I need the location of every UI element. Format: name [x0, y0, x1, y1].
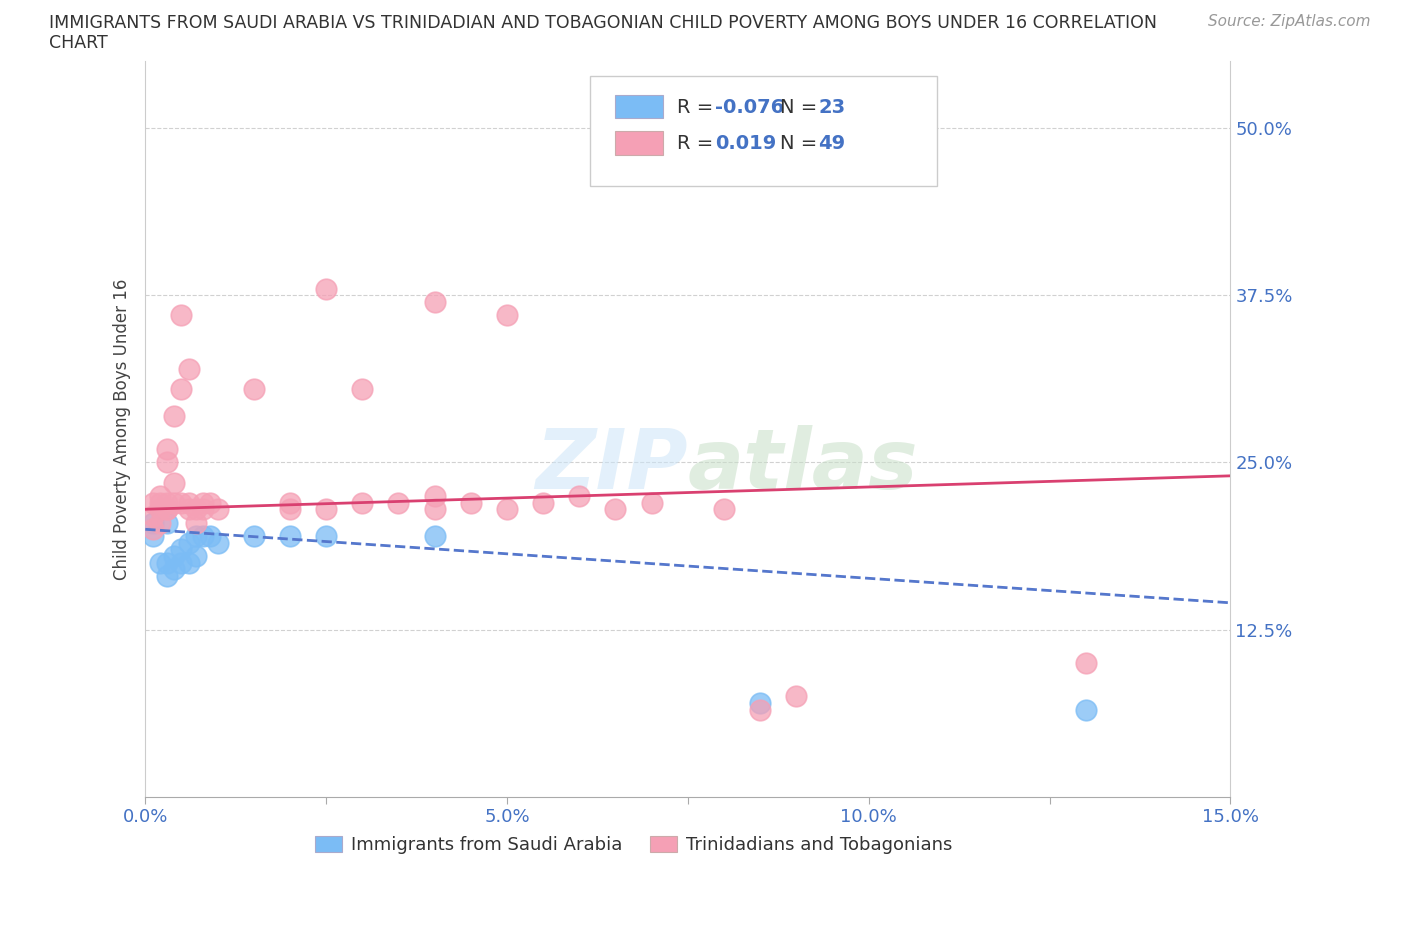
- Point: [141, 515, 163, 530]
- Point: [243, 528, 266, 543]
- Point: [496, 502, 519, 517]
- Point: [163, 562, 186, 577]
- Point: [278, 528, 301, 543]
- Point: [149, 555, 172, 570]
- Point: [156, 502, 179, 517]
- Point: [163, 549, 186, 564]
- Point: [170, 308, 193, 323]
- Point: [640, 495, 662, 510]
- Point: [184, 515, 207, 530]
- Point: [156, 442, 179, 457]
- Point: [1074, 702, 1097, 717]
- Text: IMMIGRANTS FROM SAUDI ARABIA VS TRINIDADIAN AND TOBAGONIAN CHILD POVERTY AMONG B: IMMIGRANTS FROM SAUDI ARABIA VS TRINIDAD…: [49, 14, 1157, 32]
- Point: [352, 495, 374, 510]
- Text: ZIP: ZIP: [536, 425, 688, 506]
- Point: [149, 488, 172, 503]
- Point: [177, 555, 200, 570]
- Point: [184, 549, 207, 564]
- Legend: Immigrants from Saudi Arabia, Trinidadians and Tobagonians: Immigrants from Saudi Arabia, Trinidadia…: [308, 829, 959, 861]
- Point: [177, 362, 200, 377]
- Point: [200, 528, 222, 543]
- Text: CHART: CHART: [49, 34, 108, 52]
- Point: [785, 689, 807, 704]
- Point: [749, 696, 772, 711]
- Y-axis label: Child Poverty Among Boys Under 16: Child Poverty Among Boys Under 16: [114, 278, 131, 579]
- Point: [278, 495, 301, 510]
- Point: [243, 381, 266, 396]
- Point: [141, 509, 163, 524]
- Point: [278, 502, 301, 517]
- Point: [170, 555, 193, 570]
- Point: [149, 502, 172, 517]
- Text: R =: R =: [676, 98, 720, 116]
- Point: [496, 308, 519, 323]
- Point: [163, 408, 186, 423]
- Text: 49: 49: [818, 134, 845, 153]
- Point: [170, 542, 193, 557]
- Point: [170, 495, 193, 510]
- Point: [141, 522, 163, 537]
- Point: [141, 495, 163, 510]
- FancyBboxPatch shape: [616, 95, 662, 118]
- Point: [207, 502, 229, 517]
- Text: N =: N =: [780, 134, 824, 153]
- Point: [184, 502, 207, 517]
- Point: [531, 495, 554, 510]
- Point: [184, 528, 207, 543]
- Point: [568, 488, 591, 503]
- Text: Source: ZipAtlas.com: Source: ZipAtlas.com: [1208, 14, 1371, 29]
- Point: [156, 568, 179, 583]
- Point: [156, 515, 179, 530]
- Point: [193, 495, 215, 510]
- Point: [156, 495, 179, 510]
- Text: 23: 23: [818, 98, 845, 116]
- Point: [177, 495, 200, 510]
- Text: N =: N =: [780, 98, 824, 116]
- FancyBboxPatch shape: [591, 76, 938, 187]
- Point: [423, 528, 446, 543]
- Point: [156, 502, 179, 517]
- Point: [423, 488, 446, 503]
- Point: [315, 281, 337, 296]
- Point: [315, 528, 337, 543]
- Point: [177, 502, 200, 517]
- Point: [1074, 656, 1097, 671]
- Point: [423, 295, 446, 310]
- Text: R =: R =: [676, 134, 725, 153]
- Point: [460, 495, 482, 510]
- Text: 0.019: 0.019: [716, 134, 776, 153]
- Point: [170, 381, 193, 396]
- Point: [749, 702, 772, 717]
- Point: [163, 495, 186, 510]
- FancyBboxPatch shape: [616, 131, 662, 155]
- Point: [149, 515, 172, 530]
- Point: [141, 528, 163, 543]
- Point: [149, 495, 172, 510]
- Point: [713, 502, 735, 517]
- Point: [207, 536, 229, 551]
- Text: atlas: atlas: [688, 425, 918, 506]
- Point: [163, 475, 186, 490]
- Point: [156, 555, 179, 570]
- Point: [193, 502, 215, 517]
- Point: [352, 381, 374, 396]
- Point: [605, 502, 627, 517]
- Point: [156, 455, 179, 470]
- Text: -0.076: -0.076: [716, 98, 785, 116]
- Point: [193, 528, 215, 543]
- Point: [200, 495, 222, 510]
- Point: [387, 495, 409, 510]
- Point: [315, 502, 337, 517]
- Point: [177, 536, 200, 551]
- Point: [423, 502, 446, 517]
